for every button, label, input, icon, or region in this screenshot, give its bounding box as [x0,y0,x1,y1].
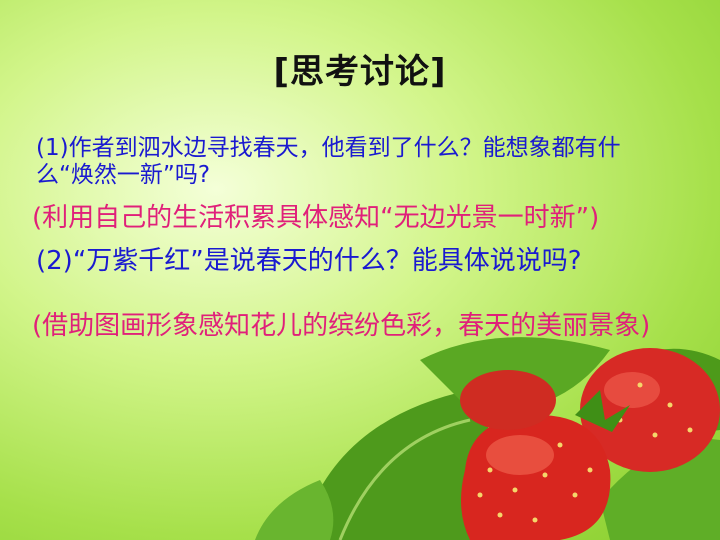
leaf [255,480,334,540]
leaf [600,438,720,540]
page-title: [思考讨论] [273,52,447,92]
leaf [338,418,471,540]
answer-2: (借助图画形象感知花儿的缤纷色彩，春天的美丽景象) [32,311,651,341]
question-2: (2)“万紫千红”是说春天的什么？能具体说说吗? [36,246,582,276]
strawberry [460,370,556,430]
answer-1: (利用自己的生活积累具体感知“无边光景一时新”) [32,203,600,233]
question-1: (1)作者到泗水边寻找春天，他看到了什么？能想象都有什么“焕然一新”吗? [36,135,621,188]
